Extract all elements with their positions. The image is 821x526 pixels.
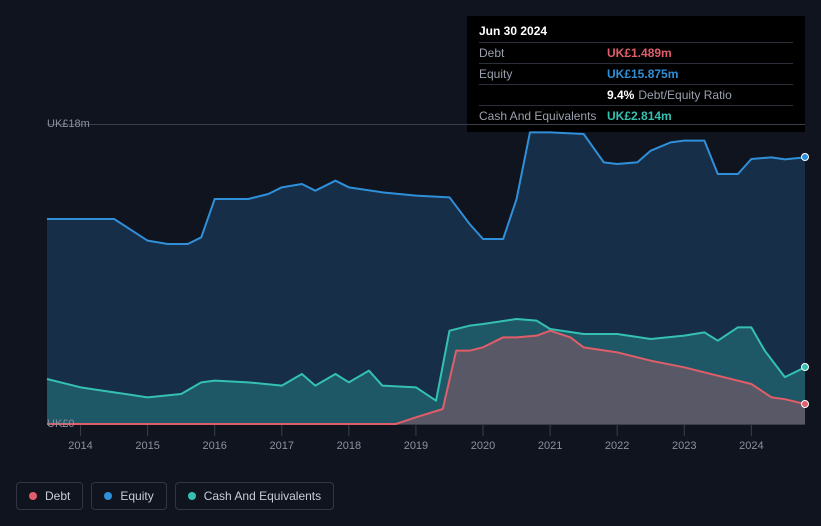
x-axis-label: 2022 xyxy=(605,440,629,452)
chart-svg xyxy=(47,124,805,436)
tooltip-row-value: UK£1.489m xyxy=(607,46,672,60)
x-axis-label: 2016 xyxy=(202,440,226,452)
chart-legend: Debt Equity Cash And Equivalents xyxy=(16,482,334,510)
legend-label: Debt xyxy=(45,489,70,503)
chart-tooltip: Jun 30 2024 DebtUK£1.489mEquityUK£15.875… xyxy=(467,16,805,132)
tooltip-row: DebtUK£1.489m xyxy=(479,42,793,63)
x-axis-label: 2018 xyxy=(337,440,361,452)
x-axis-label: 2019 xyxy=(404,440,428,452)
x-axis-label: 2023 xyxy=(672,440,696,452)
x-axis-label: 2021 xyxy=(538,440,562,452)
tooltip-row-label: Debt xyxy=(479,46,607,60)
legend-item-debt[interactable]: Debt xyxy=(16,482,83,510)
tooltip-row: 9.4%Debt/Equity Ratio xyxy=(479,84,793,105)
y-axis-label: UK£0 xyxy=(47,418,75,430)
tooltip-row-value: UK£15.875m xyxy=(607,67,678,81)
tooltip-row-label: Cash And Equivalents xyxy=(479,109,607,123)
chart-plot[interactable] xyxy=(47,124,805,424)
x-axis-label: 2014 xyxy=(68,440,92,452)
tooltip-row-value: 9.4%Debt/Equity Ratio xyxy=(607,88,732,102)
x-axis-label: 2020 xyxy=(471,440,495,452)
tooltip-row-label: Equity xyxy=(479,67,607,81)
series-end-dot xyxy=(801,363,809,371)
legend-item-cash-and-equivalents[interactable]: Cash And Equivalents xyxy=(175,482,334,510)
y-axis-label: UK£18m xyxy=(47,118,75,130)
legend-item-equity[interactable]: Equity xyxy=(91,482,166,510)
legend-label: Cash And Equivalents xyxy=(204,489,321,503)
chart-area: UK£18mUK£0 20142015201620172018201920202… xyxy=(16,124,805,470)
tooltip-row-label xyxy=(479,88,607,102)
legend-swatch xyxy=(104,492,112,500)
x-axis-label: 2015 xyxy=(135,440,159,452)
tooltip-row: EquityUK£15.875m xyxy=(479,63,793,84)
tooltip-row-suffix: Debt/Equity Ratio xyxy=(638,88,731,102)
series-end-dot xyxy=(801,400,809,408)
tooltip-row: Cash And EquivalentsUK£2.814m xyxy=(479,105,793,126)
x-axis-label: 2017 xyxy=(270,440,294,452)
tooltip-row-value: UK£2.814m xyxy=(607,109,672,123)
finance-chart-root: Jun 30 2024 DebtUK£1.489mEquityUK£15.875… xyxy=(0,0,821,526)
x-axis-labels: 2014 2015 2016 2017 2018 2019 2020 2021 2022 2023… xyxy=(47,440,805,460)
tooltip-date: Jun 30 2024 xyxy=(479,24,793,38)
legend-swatch xyxy=(188,492,196,500)
legend-label: Equity xyxy=(120,489,153,503)
series-end-dot xyxy=(801,153,809,161)
x-axis-label: 2024 xyxy=(739,440,763,452)
legend-swatch xyxy=(29,492,37,500)
